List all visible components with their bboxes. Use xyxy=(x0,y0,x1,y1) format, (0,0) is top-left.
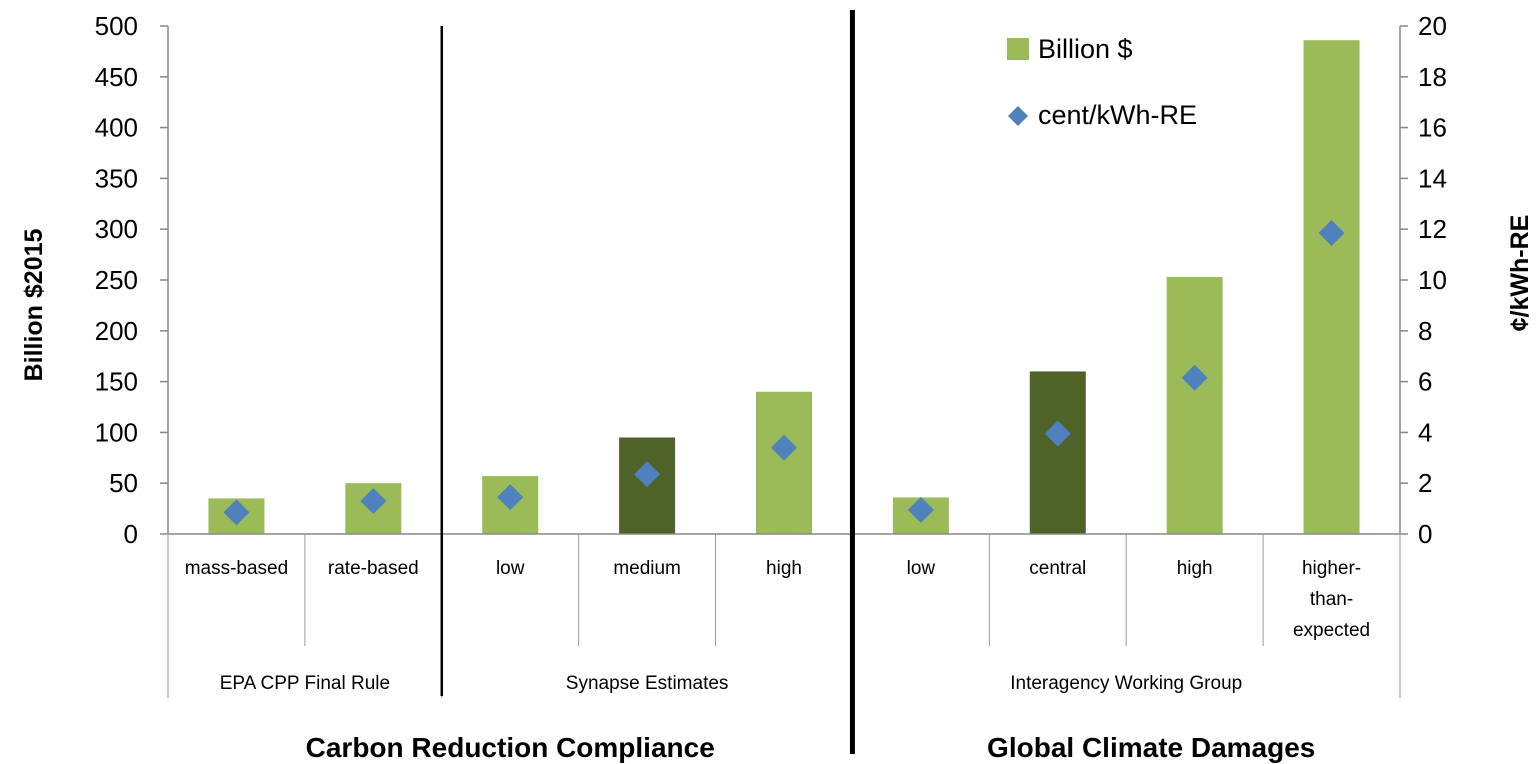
data-point-diamond xyxy=(1318,220,1345,247)
data-point-diamond xyxy=(360,487,387,514)
category-label: low xyxy=(907,558,936,579)
data-point-diamond xyxy=(771,434,797,461)
category-label: central xyxy=(1029,558,1086,579)
data-point-diamond xyxy=(223,499,250,526)
right-axis-tick-label: 8 xyxy=(1418,316,1432,346)
left-axis-tick-label: 400 xyxy=(95,113,138,143)
category-label: higher- xyxy=(1302,558,1361,579)
data-point-diamond xyxy=(1044,420,1071,447)
left-axis-title: Billion $2015 xyxy=(20,228,48,381)
legend-swatch-bar xyxy=(1007,38,1029,60)
data-point-diamond xyxy=(497,484,524,511)
category-label: low xyxy=(496,558,525,579)
group-label: EPA CPP Final Rule xyxy=(220,673,390,694)
group-label: Synapse Estimates xyxy=(566,673,729,694)
legend-swatch-diamond xyxy=(1008,106,1028,126)
right-axis-tick-label: 2 xyxy=(1418,468,1432,498)
category-label: expected xyxy=(1293,620,1370,641)
right-axis-tick-label: 4 xyxy=(1418,417,1432,447)
left-axis-tick-label: 300 xyxy=(95,214,138,244)
data-point-diamond xyxy=(1181,364,1208,391)
right-axis-tick-label: 6 xyxy=(1418,367,1432,397)
category-label: high xyxy=(766,558,802,579)
section-title: Carbon Reduction Compliance xyxy=(306,732,715,763)
category-label: rate-based xyxy=(328,558,419,579)
category-label: mass-based xyxy=(185,558,289,579)
right-axis-tick-label: 18 xyxy=(1418,62,1447,92)
left-axis-tick-label: 200 xyxy=(95,316,138,346)
right-axis-title: ¢/kWh-RE xyxy=(1506,215,1534,332)
group-label: Interagency Working Group xyxy=(1010,673,1242,694)
category-label: medium xyxy=(613,558,681,579)
right-axis-tick-label: 20 xyxy=(1418,11,1447,41)
right-axis-tick-label: 10 xyxy=(1418,265,1447,295)
left-axis-tick-label: 450 xyxy=(95,62,138,92)
left-axis-tick-label: 350 xyxy=(95,163,138,193)
bar xyxy=(1303,40,1360,534)
right-axis-tick-label: 16 xyxy=(1418,113,1447,143)
bar xyxy=(1166,276,1223,534)
left-axis-tick-label: 0 xyxy=(124,519,138,549)
section-title: Global Climate Damages xyxy=(987,732,1315,763)
legend-label: cent/kWh-RE xyxy=(1038,100,1197,130)
legend-label: Billion $ xyxy=(1038,34,1133,64)
right-axis-tick-label: 14 xyxy=(1418,163,1447,193)
right-axis-tick-label: 12 xyxy=(1418,214,1447,244)
data-point-diamond xyxy=(907,496,934,523)
right-axis-tick-label: 0 xyxy=(1418,519,1432,549)
left-axis-tick-label: 100 xyxy=(95,417,138,447)
left-axis-tick-label: 50 xyxy=(109,468,138,498)
category-label: than- xyxy=(1310,589,1353,610)
data-point-diamond xyxy=(634,461,661,488)
bar xyxy=(756,391,812,534)
left-axis-tick-label: 500 xyxy=(95,11,138,41)
left-axis-tick-label: 150 xyxy=(95,367,138,397)
left-axis-tick-label: 250 xyxy=(95,265,138,295)
category-label: high xyxy=(1177,558,1213,579)
bar xyxy=(1029,371,1086,534)
